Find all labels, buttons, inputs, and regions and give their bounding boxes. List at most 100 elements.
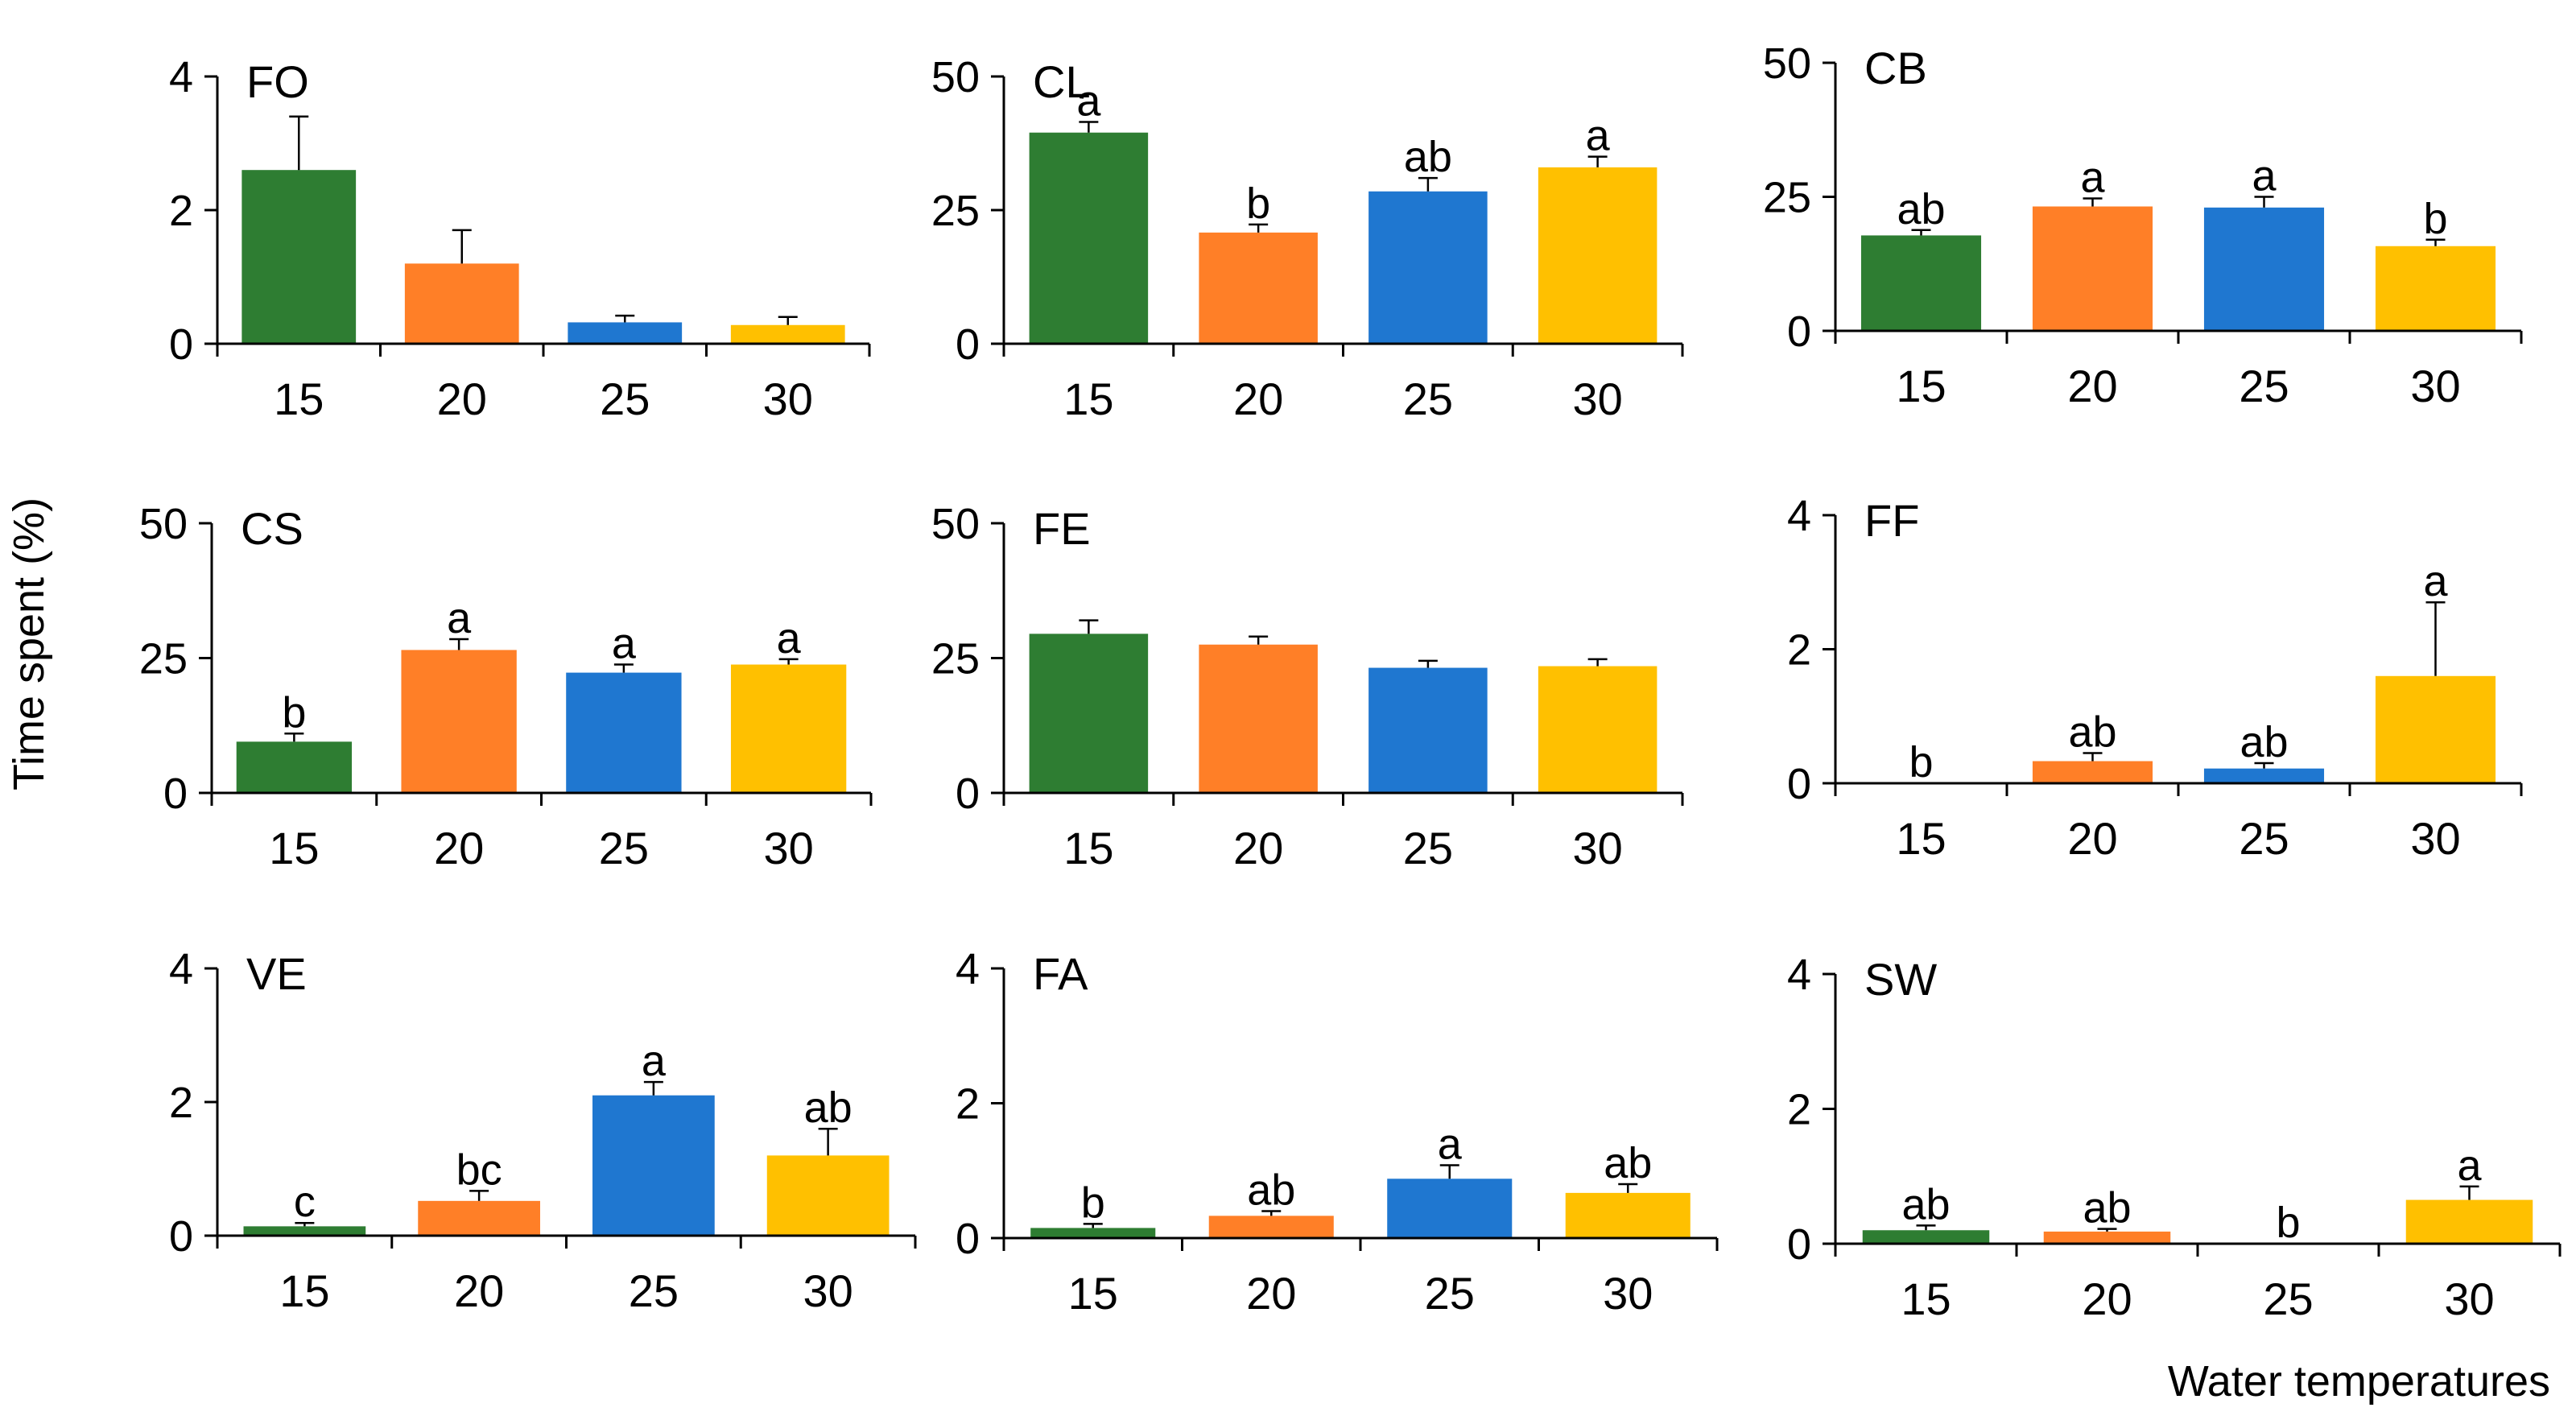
significance-letter: ab xyxy=(1404,133,1452,181)
category-label: 15 xyxy=(1063,374,1113,424)
bar xyxy=(1030,1228,1156,1238)
y-tick-label: 2 xyxy=(169,1079,193,1127)
significance-letter: ab xyxy=(804,1084,852,1132)
significance-letter: a xyxy=(612,620,637,668)
significance-letter: c xyxy=(294,1178,316,1226)
bar xyxy=(1565,1192,1690,1238)
y-tick-label: 50 xyxy=(139,500,188,548)
category-label: 15 xyxy=(274,374,324,424)
y-tick-label: 0 xyxy=(1787,1220,1811,1269)
y-tick-label: 50 xyxy=(931,53,980,101)
significance-letter: b xyxy=(282,688,306,737)
bar xyxy=(568,322,683,344)
bar xyxy=(1368,667,1488,793)
significance-letter: a xyxy=(447,594,472,642)
significance-letter: b xyxy=(1081,1179,1105,1227)
significance-letter: a xyxy=(1076,76,1101,125)
panel-ff: FF b 15 ab 20 ab 25 a 30 0 2 4 xyxy=(1787,492,2523,864)
y-tick-label: 25 xyxy=(931,635,980,683)
y-tick-label: 0 xyxy=(956,320,980,369)
panel-fa: FA b 15 ab 20 a 25 ab 30 0 2 4 xyxy=(956,945,1719,1319)
significance-letter: b xyxy=(2423,195,2447,243)
panel-title: FF xyxy=(1864,495,1919,546)
bar xyxy=(2203,768,2325,783)
significance-letter: ab xyxy=(1604,1139,1652,1187)
bar xyxy=(730,664,847,793)
bar xyxy=(1862,1230,1990,1244)
category-label: 20 xyxy=(2067,361,2117,411)
bar xyxy=(2405,1199,2533,1244)
y-tick-label: 4 xyxy=(956,945,980,993)
y-tick-label: 2 xyxy=(169,187,193,235)
panel-title: VE xyxy=(246,948,307,999)
category-label: 20 xyxy=(1246,1268,1296,1319)
bar xyxy=(1387,1179,1513,1238)
panel-title: CL xyxy=(1033,56,1091,107)
category-label: 20 xyxy=(2082,1273,2132,1324)
significance-letter: ab xyxy=(1901,1180,1950,1228)
y-tick-label: 4 xyxy=(1787,492,1811,540)
category-label: 15 xyxy=(279,1265,329,1316)
bar xyxy=(2375,246,2496,331)
bar xyxy=(1538,666,1657,793)
category-label: 20 xyxy=(1233,374,1283,424)
category-label: 30 xyxy=(763,374,813,424)
category-label: 20 xyxy=(437,374,487,424)
y-tick-label: 0 xyxy=(1787,308,1811,356)
category-label: 15 xyxy=(1901,1273,1951,1324)
y-tick-label: 25 xyxy=(1763,174,1811,222)
bar xyxy=(2032,761,2153,783)
bar xyxy=(1199,644,1318,793)
category-label: 25 xyxy=(2239,813,2289,864)
category-label: 25 xyxy=(600,374,650,424)
panel-title: CS xyxy=(241,503,303,554)
bar xyxy=(592,1095,715,1236)
x-axis-title: Water temperatures xyxy=(2168,1357,2550,1406)
bar xyxy=(2043,1231,2171,1244)
bar xyxy=(242,170,357,344)
significance-letter: a xyxy=(2457,1141,2482,1190)
significance-letter: b xyxy=(1909,738,1933,786)
panel-cb: CB ab 15 a 20 a 25 b 30 0 25 50 xyxy=(1763,39,2523,411)
bar xyxy=(566,672,682,793)
significance-letter: a xyxy=(2252,152,2277,200)
bar xyxy=(1029,132,1149,344)
category-label: 30 xyxy=(1603,1268,1653,1319)
significance-letter: b xyxy=(2276,1199,2300,1247)
bar xyxy=(2032,206,2153,331)
category-label: 20 xyxy=(1233,823,1283,873)
category-label: 15 xyxy=(1063,823,1113,873)
panel-cs: CS b 15 a 20 a 25 a 30 0 25 50 xyxy=(139,500,873,873)
category-label: 25 xyxy=(1403,374,1453,424)
y-tick-label: 2 xyxy=(956,1080,980,1129)
significance-letter: a xyxy=(1586,112,1611,160)
bar xyxy=(2203,207,2325,331)
y-tick-label: 0 xyxy=(169,320,193,369)
category-label: 15 xyxy=(1896,361,1946,411)
y-tick-label: 0 xyxy=(1787,760,1811,808)
panel-title: FA xyxy=(1033,948,1088,999)
category-label: 25 xyxy=(1425,1268,1475,1319)
significance-letter: a xyxy=(642,1037,667,1085)
significance-letter: a xyxy=(777,614,802,663)
category-label: 25 xyxy=(629,1265,679,1316)
bar xyxy=(418,1200,540,1236)
bar xyxy=(1199,232,1318,344)
bar xyxy=(1208,1216,1334,1238)
bar xyxy=(766,1155,890,1236)
category-label: 25 xyxy=(599,823,649,873)
panel-sw: SW ab 15 ab 20 b 25 a 30 0 2 4 xyxy=(1787,951,2562,1324)
bar xyxy=(2375,675,2496,783)
significance-letter: ab xyxy=(1247,1166,1295,1215)
category-label: 15 xyxy=(269,823,319,873)
bar xyxy=(730,324,845,344)
category-label: 30 xyxy=(1572,374,1622,424)
panel-fe: FE 15 20 25 30 0 25 50 xyxy=(931,500,1684,873)
y-tick-label: 0 xyxy=(169,1212,193,1261)
y-tick-label: 25 xyxy=(139,635,188,683)
significance-letter: a xyxy=(1438,1121,1463,1169)
bar xyxy=(1538,167,1657,344)
bar xyxy=(1860,235,1982,331)
y-tick-label: 0 xyxy=(956,1215,980,1263)
